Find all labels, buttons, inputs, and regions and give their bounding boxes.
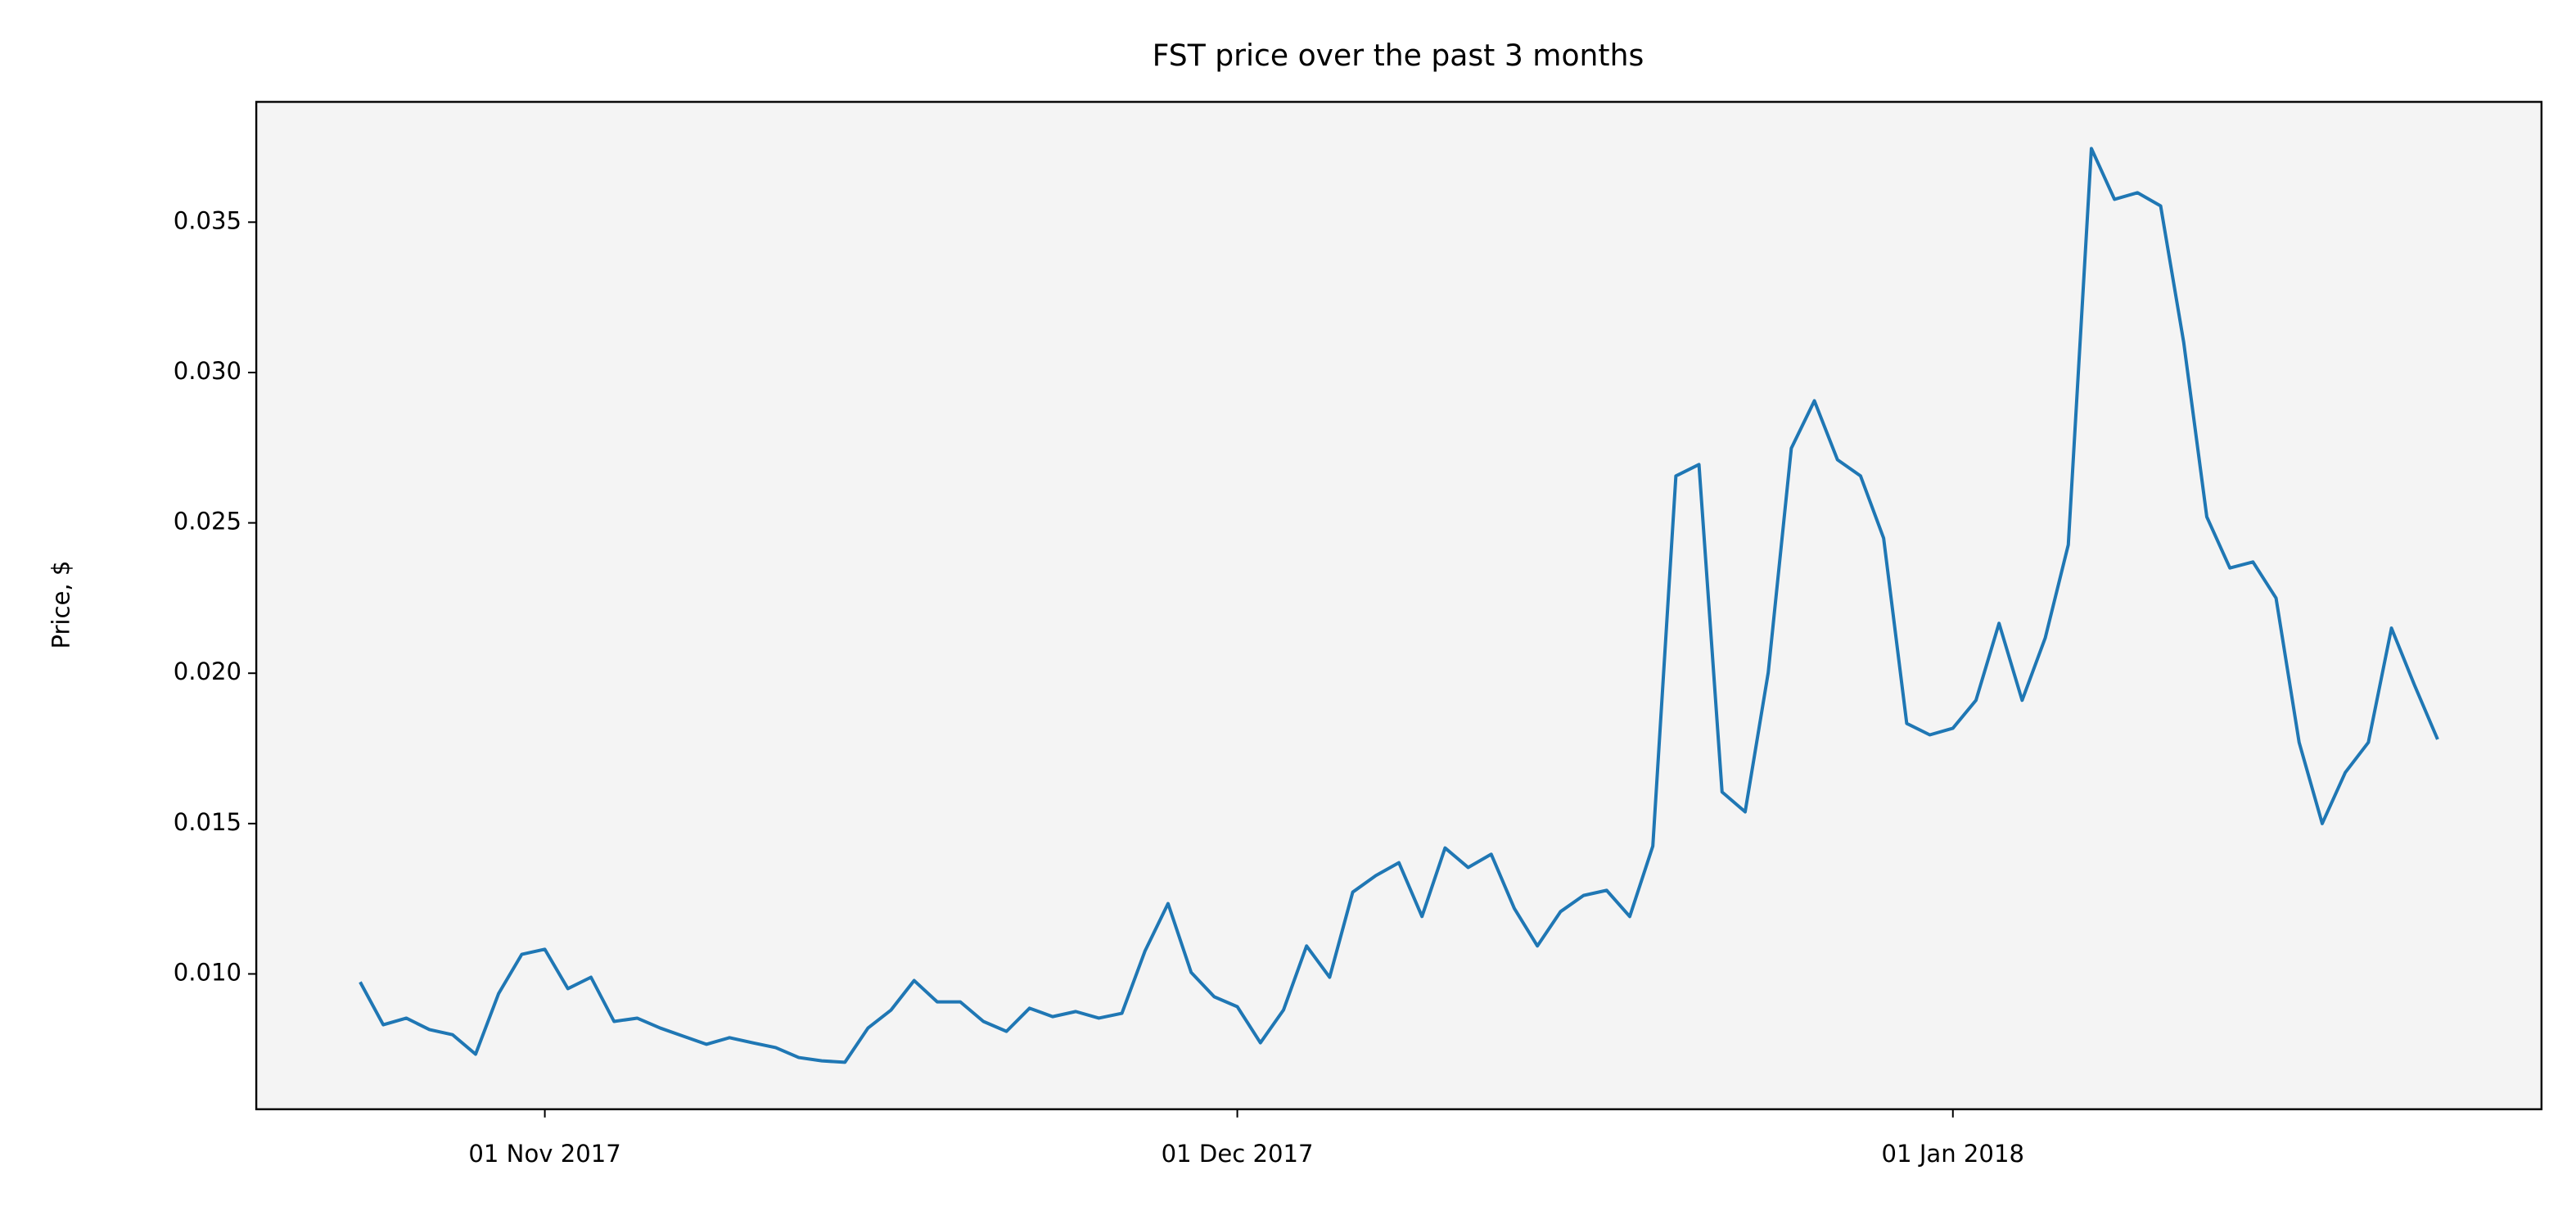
chart-title: FST price over the past 3 months <box>1153 38 1644 73</box>
y-tick-label: 0.020 <box>174 657 241 685</box>
x-tick-label: 01 Dec 2017 <box>1162 1140 1314 1168</box>
y-tick-label: 0.010 <box>174 958 241 986</box>
x-tick-label: 01 Jan 2018 <box>1882 1140 2024 1168</box>
y-axis-label: Price, $ <box>47 561 74 649</box>
axes-frame <box>255 101 2543 1110</box>
y-tick-label: 0.015 <box>174 808 241 836</box>
plot <box>359 147 2439 1064</box>
y-tick-label: 0.035 <box>174 206 241 234</box>
y-tick-label: 0.025 <box>174 508 241 535</box>
plot-area <box>256 102 2542 1109</box>
y-tick-label: 0.030 <box>174 357 241 385</box>
price-line <box>359 147 2439 1064</box>
x-tick-label: 01 Nov 2017 <box>468 1140 620 1168</box>
